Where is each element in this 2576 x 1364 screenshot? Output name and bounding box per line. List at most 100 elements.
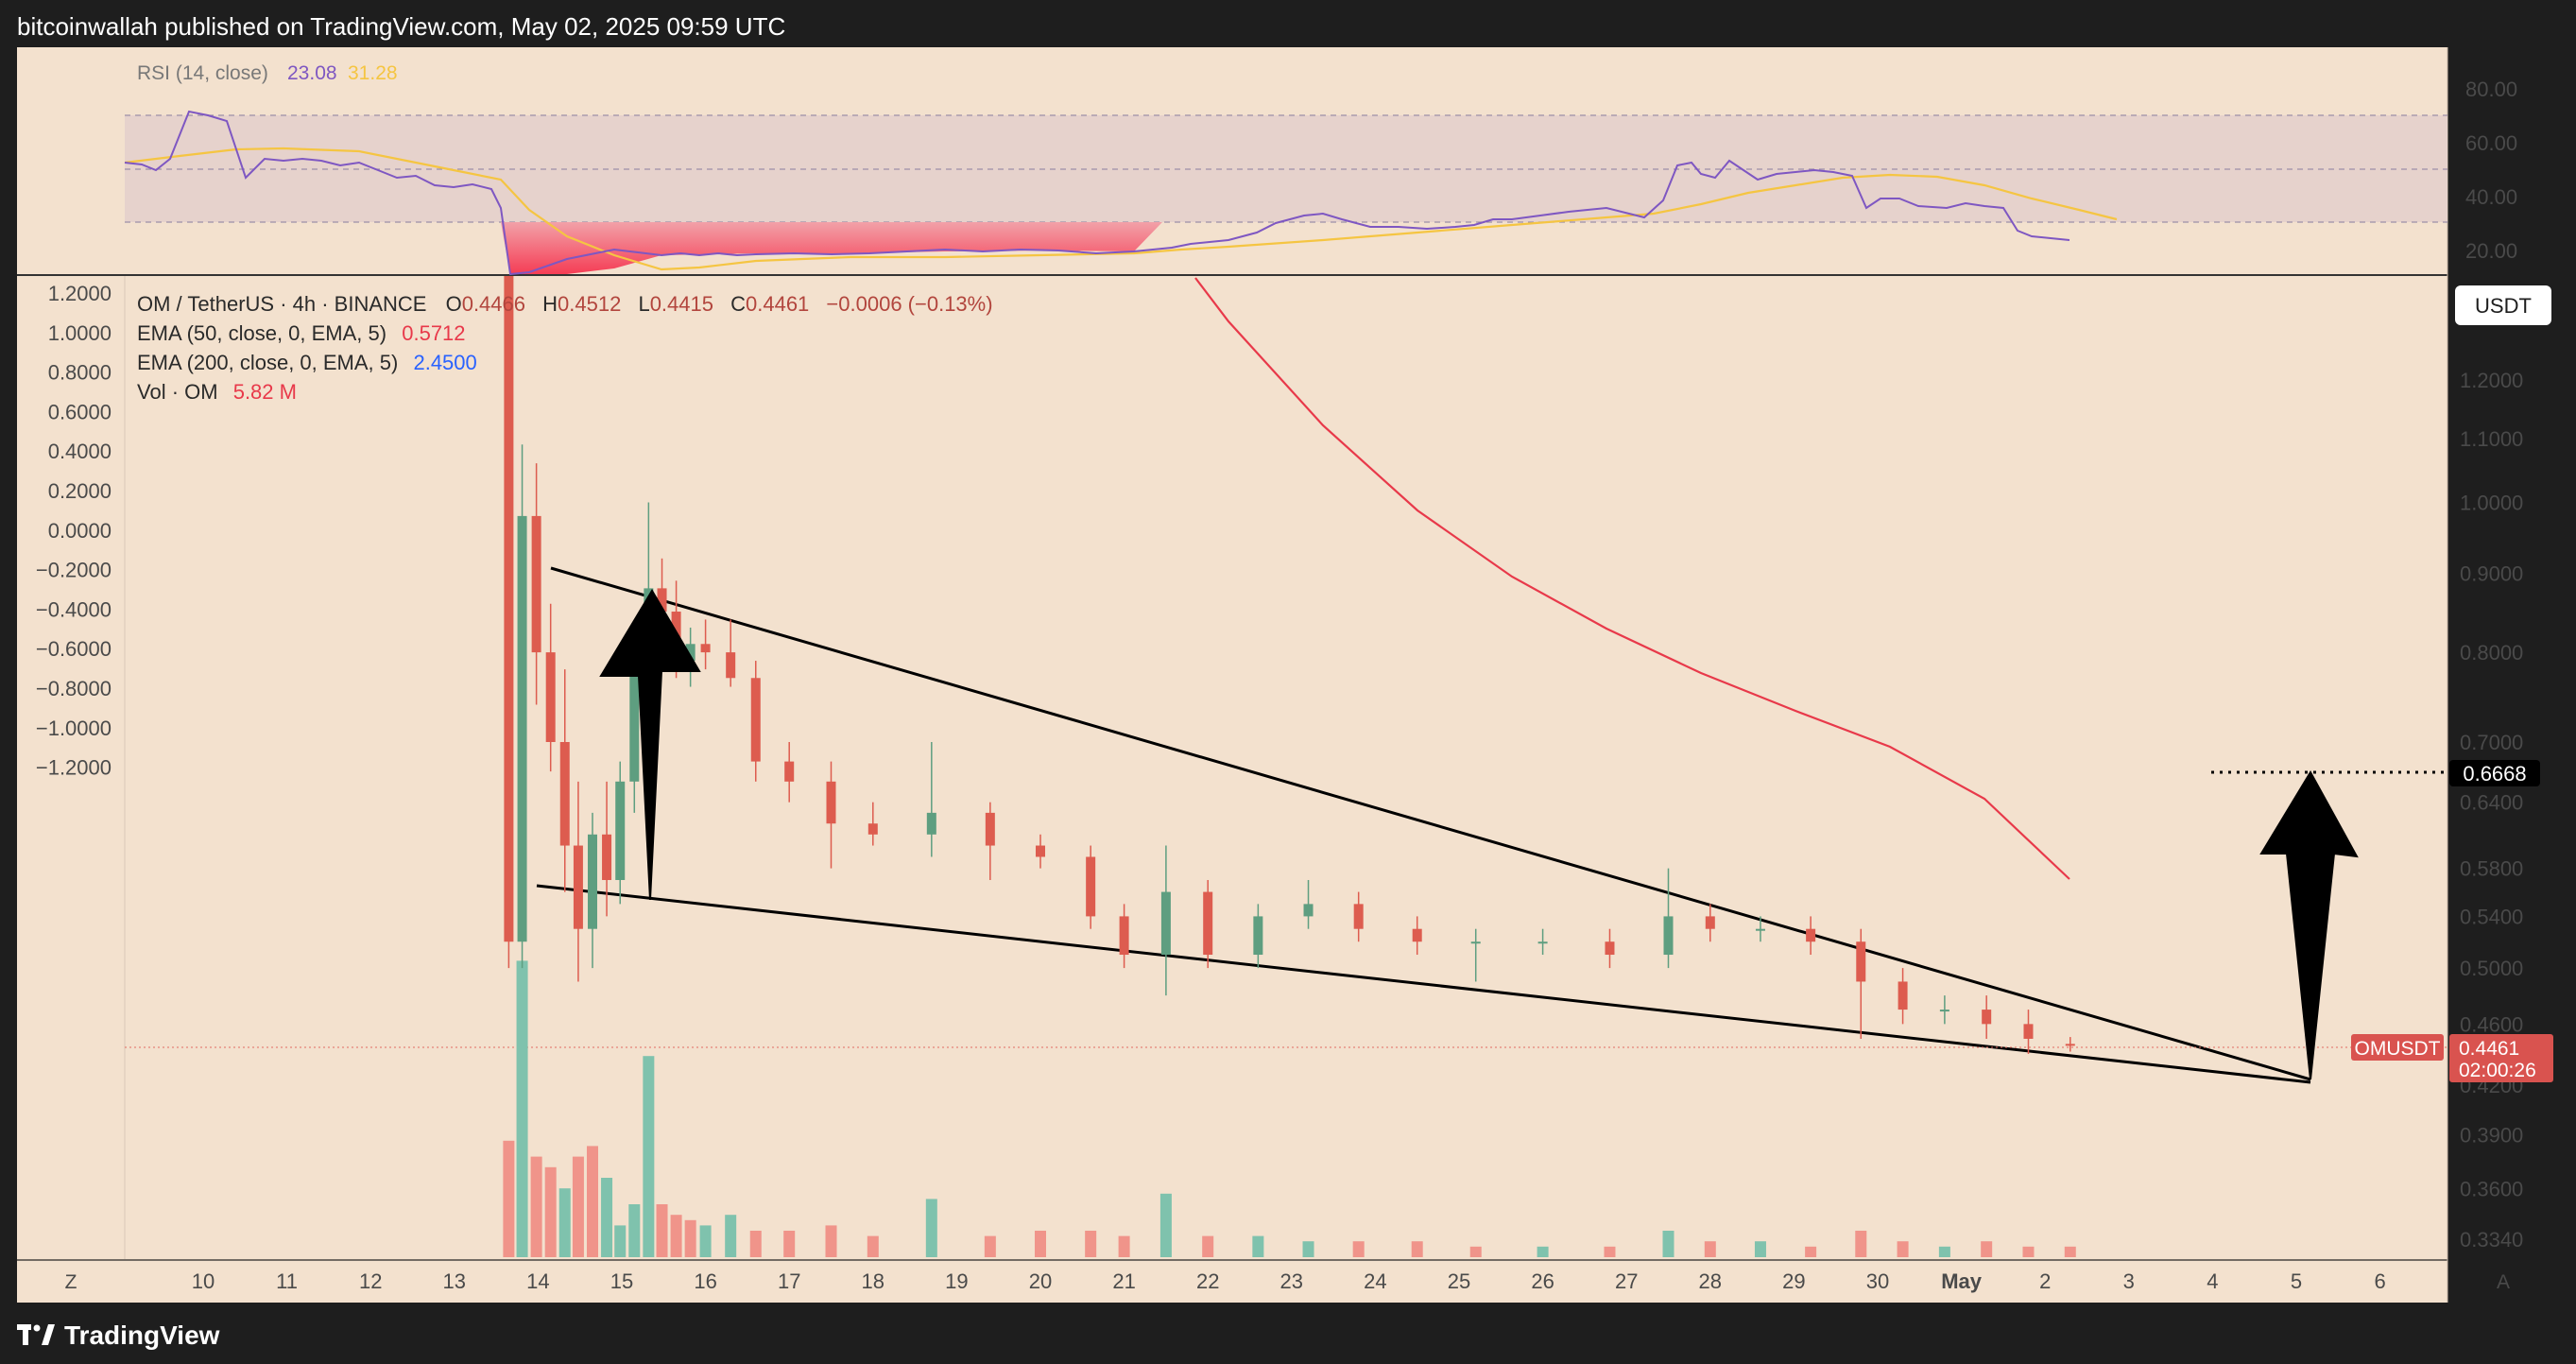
candle-body xyxy=(602,834,612,880)
legend-open: 0.4466 xyxy=(462,292,525,316)
candle-body xyxy=(531,515,541,653)
volume-bar xyxy=(1202,1235,1214,1257)
candle xyxy=(1470,928,1481,982)
candle xyxy=(1412,916,1422,956)
right-axis-label: 0.8000 xyxy=(2460,641,2523,665)
chart-area[interactable]: RSI (14, close) 23.08 31.28 80.00 60.00 … xyxy=(0,0,2576,1306)
left-axis-label: 0.8000 xyxy=(48,361,112,385)
candles xyxy=(504,276,2075,1054)
time-axis-label: 2 xyxy=(2039,1269,2051,1293)
candle-body xyxy=(559,742,570,846)
rsi-line xyxy=(124,110,2070,276)
volume-bar xyxy=(643,1056,655,1257)
volume-bar xyxy=(1604,1246,1616,1257)
time-axis-label: 10 xyxy=(192,1269,215,1293)
candle xyxy=(784,742,795,803)
tradingview-logo[interactable]: TradingView xyxy=(17,1320,219,1352)
time-axis-label: 30 xyxy=(1866,1269,1889,1293)
price-tag-symbol: OMUSDT xyxy=(2355,1038,2441,1060)
candle-body xyxy=(1086,856,1096,917)
candle xyxy=(750,661,761,782)
volume-bar xyxy=(1537,1246,1549,1257)
candle xyxy=(1119,904,1129,969)
auto-scale-button[interactable]: A xyxy=(2487,1267,2519,1297)
candle xyxy=(1806,916,1816,956)
rsi-oversold-fill xyxy=(501,222,1162,274)
candle-body xyxy=(1898,981,1908,1010)
volume-bar xyxy=(2022,1246,2035,1257)
candle-body xyxy=(1470,941,1481,944)
left-axis-label: −1.2000 xyxy=(36,756,112,780)
candle xyxy=(1663,868,1674,969)
ema50-line xyxy=(1194,277,2070,880)
volume-bar xyxy=(572,1156,584,1257)
legend-change: −0.0006 (−0.13%) xyxy=(826,292,992,316)
candle-body xyxy=(1353,904,1364,929)
candle xyxy=(1203,879,1213,969)
right-axis-label: 0.5800 xyxy=(2460,857,2523,881)
volume-bar xyxy=(984,1235,996,1257)
volume-bar xyxy=(1938,1246,1950,1257)
candle-body xyxy=(2065,1044,2075,1046)
legend-ema50-line: EMA (50, close, 0, EMA, 5) 0.5712 xyxy=(137,321,466,345)
candle xyxy=(1253,904,1263,969)
left-axis-label: −0.6000 xyxy=(36,637,112,661)
wedge-lower-line xyxy=(536,884,2311,1084)
legend-ema200-label: EMA (200, close, 0, EMA, 5) xyxy=(137,351,398,374)
time-axis-label: 19 xyxy=(945,1269,968,1293)
time-axis-label: May xyxy=(1941,1269,1983,1293)
candle xyxy=(1160,845,1171,996)
left-axis-label: 0.4000 xyxy=(48,440,112,463)
publish-text: bitcoinwallah published on TradingView.c… xyxy=(17,12,786,41)
candle xyxy=(2065,1037,2075,1052)
volume-bar xyxy=(825,1225,837,1257)
candle xyxy=(926,742,936,857)
rsi-title: RSI (14, close) xyxy=(137,62,268,84)
volume-bar xyxy=(2064,1246,2076,1257)
volume-bar xyxy=(670,1215,682,1257)
time-axis-label: 13 xyxy=(443,1269,466,1293)
up-arrow-right xyxy=(2259,770,2359,1080)
rsi-scale-label: 80.00 xyxy=(2465,78,2517,101)
candle-body xyxy=(657,588,667,613)
volume-bar xyxy=(530,1156,542,1257)
time-axis-label: 18 xyxy=(862,1269,884,1293)
legend-high-label: H xyxy=(542,292,558,316)
candle-body xyxy=(573,845,583,929)
volume-bar xyxy=(1085,1231,1097,1257)
time-axis-label: 14 xyxy=(526,1269,549,1293)
candle xyxy=(1353,891,1364,942)
candle-body xyxy=(1605,941,1615,956)
z-button[interactable]: Z xyxy=(55,1267,87,1297)
volume-bar xyxy=(516,960,528,1257)
candle-body xyxy=(1253,916,1263,956)
time-axis-label: 15 xyxy=(610,1269,633,1293)
time-axis-label: 11 xyxy=(276,1269,298,1293)
volume-bar xyxy=(925,1199,937,1257)
candle-body xyxy=(685,644,696,662)
left-axis-label: 0.6000 xyxy=(48,400,112,423)
time-axis-label: 26 xyxy=(1531,1269,1554,1293)
time-axis-label: 3 xyxy=(2123,1269,2135,1293)
time-axis-label: 25 xyxy=(1448,1269,1470,1293)
candle-body xyxy=(504,276,514,942)
right-axis-label: 0.5000 xyxy=(2460,957,2523,980)
left-axis-label: 1.0000 xyxy=(48,321,112,345)
volume-bar xyxy=(1754,1241,1766,1257)
volume-bar xyxy=(503,1140,515,1257)
candle-body xyxy=(867,823,878,835)
left-axis-label: 0.2000 xyxy=(48,479,112,503)
legend-ema200-line: EMA (200, close, 0, EMA, 5) 2.4500 xyxy=(137,351,477,374)
volume-bar xyxy=(1981,1241,1993,1257)
legend-close: 0.4461 xyxy=(746,292,809,316)
publish-header: bitcoinwallah published on TradingView.c… xyxy=(0,0,2576,47)
candle xyxy=(615,761,626,905)
time-axis-label: 23 xyxy=(1280,1269,1303,1293)
legend-close-label: C xyxy=(730,292,746,316)
currency-label: USDT xyxy=(2475,294,2532,318)
time-axis-label: 22 xyxy=(1196,1269,1219,1293)
candle xyxy=(587,812,597,969)
time-axis-label: 4 xyxy=(2207,1269,2218,1293)
currency-button[interactable]: USDT xyxy=(2455,285,2551,325)
